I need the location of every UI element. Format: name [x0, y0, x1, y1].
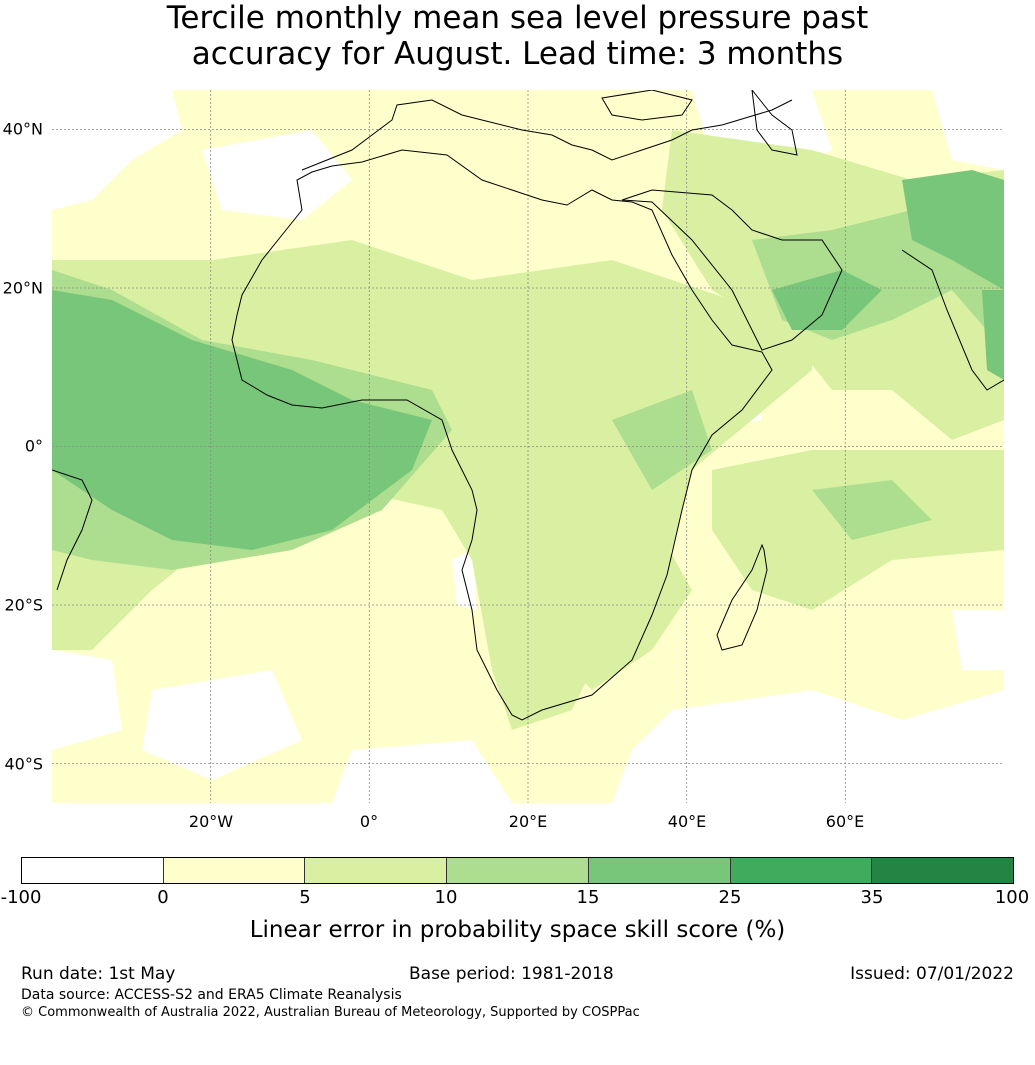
arabia-coastline [621, 189, 843, 351]
colorbar-segment [447, 858, 589, 883]
map-title: Tercile monthly mean sea level pressure … [0, 0, 1035, 72]
field-15-25 [52, 170, 1004, 550]
europe-coastline [301, 99, 793, 171]
lon-tick-20e: 20°E [508, 812, 548, 831]
lon-tick-20w: 20°W [188, 812, 234, 831]
colorbar-segment [730, 858, 873, 883]
run-date: Run date: 1st May [21, 964, 176, 984]
black-sea-coastline [601, 90, 693, 121]
africa-coastline [231, 149, 773, 721]
lat-tick-20s: 20°S [4, 595, 43, 615]
colorbar-segment [22, 858, 164, 883]
colorbar-tick: 35 [860, 887, 884, 908]
colorbar-tick: 25 [718, 887, 742, 908]
colorbar-tick: 100 [994, 887, 1030, 908]
madagascar-coastline [716, 543, 768, 651]
base-period: Base period: 1981-2018 [409, 964, 614, 984]
data-source: Data source: ACCESS-S2 and ERA5 Climate … [21, 987, 402, 1003]
copyright: © Commonwealth of Australia 2022, Austra… [21, 1005, 640, 1020]
lat-tick-20n: 20°N [2, 278, 43, 298]
coastlines [52, 90, 1004, 721]
south-america-coastline [52, 469, 93, 591]
colorbar-segment [163, 858, 306, 883]
colorbar-tick: 5 [299, 887, 311, 908]
lon-tick-0: 0° [359, 812, 379, 831]
colorbar-segment [588, 858, 731, 883]
map-panel[interactable] [52, 90, 1004, 803]
colorbar [21, 857, 1014, 884]
lat-tick-0: 0° [24, 436, 43, 456]
colorbar-segment [872, 858, 1014, 883]
lat-tick-40s: 40°S [4, 754, 43, 774]
lon-tick-40e: 40°E [667, 812, 707, 831]
map-canvas [52, 90, 1004, 803]
issued-date: Issued: 07/01/2022 [850, 964, 1014, 984]
colorbar-tick: 15 [576, 887, 600, 908]
colorbar-tick: -100 [0, 887, 42, 908]
lon-tick-60e: 60°E [825, 812, 865, 831]
caspian-coastline [751, 90, 798, 156]
colorbar-segment [305, 858, 448, 883]
gridlines [52, 90, 1004, 803]
india-coastline [901, 249, 1004, 391]
lat-tick-40n: 40°N [2, 119, 43, 139]
title-line-2: accuracy for August. Lead time: 3 months [191, 36, 844, 72]
colorbar-label: Linear error in probability space skill … [249, 917, 786, 943]
title-line-1: Tercile monthly mean sea level pressure … [166, 0, 869, 36]
colorbar-tick: 0 [157, 887, 169, 908]
colorbar-tick: 10 [434, 887, 458, 908]
